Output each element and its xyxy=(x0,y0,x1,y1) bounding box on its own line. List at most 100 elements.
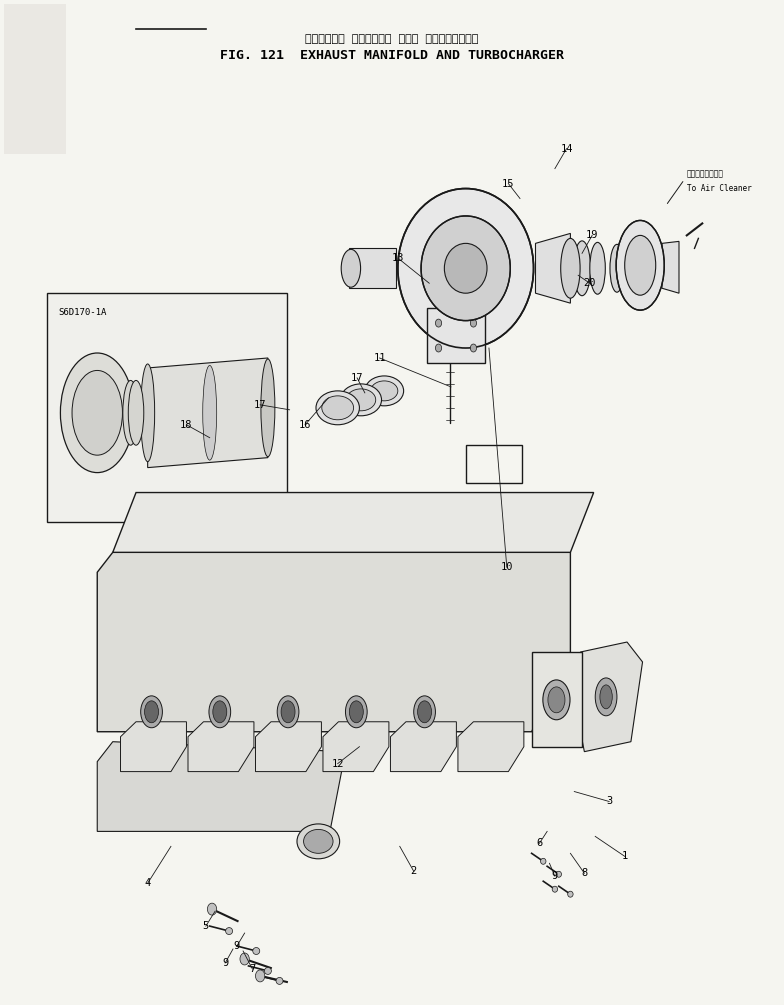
Text: 2: 2 xyxy=(411,866,417,876)
Polygon shape xyxy=(350,248,396,288)
Text: マフラ: マフラ xyxy=(86,398,100,407)
Ellipse shape xyxy=(470,320,477,327)
Circle shape xyxy=(208,903,216,916)
Ellipse shape xyxy=(226,928,233,935)
Polygon shape xyxy=(323,722,389,772)
Ellipse shape xyxy=(340,384,382,416)
Text: 9: 9 xyxy=(234,941,240,951)
Polygon shape xyxy=(113,492,593,553)
Ellipse shape xyxy=(610,244,624,292)
Text: 15: 15 xyxy=(502,179,514,189)
Polygon shape xyxy=(662,241,679,293)
Ellipse shape xyxy=(540,858,546,864)
Ellipse shape xyxy=(140,364,154,461)
Ellipse shape xyxy=(129,381,143,445)
Text: 13: 13 xyxy=(392,253,405,263)
Text: 5: 5 xyxy=(203,922,209,931)
Ellipse shape xyxy=(316,391,359,425)
Text: 16: 16 xyxy=(299,420,311,430)
Ellipse shape xyxy=(435,344,441,352)
Text: 8: 8 xyxy=(581,868,587,878)
Ellipse shape xyxy=(543,680,570,720)
Text: 14: 14 xyxy=(561,144,573,154)
Ellipse shape xyxy=(203,366,216,460)
Ellipse shape xyxy=(212,700,227,723)
Text: Muffler: Muffler xyxy=(77,420,110,429)
Ellipse shape xyxy=(548,686,565,713)
Ellipse shape xyxy=(123,381,138,445)
Text: 10: 10 xyxy=(500,562,513,572)
Circle shape xyxy=(240,953,249,965)
Polygon shape xyxy=(466,444,521,482)
Ellipse shape xyxy=(470,344,477,352)
Ellipse shape xyxy=(371,381,397,401)
Ellipse shape xyxy=(595,678,617,716)
Ellipse shape xyxy=(281,700,295,723)
Ellipse shape xyxy=(278,695,299,728)
Text: 12: 12 xyxy=(332,759,344,769)
Text: FIG. 121  EXHAUST MANIFOLD AND TURBOCHARGER: FIG. 121 EXHAUST MANIFOLD AND TURBOCHARG… xyxy=(220,49,564,62)
Polygon shape xyxy=(147,358,268,467)
Ellipse shape xyxy=(421,216,510,321)
Ellipse shape xyxy=(252,948,260,955)
Text: 19: 19 xyxy=(586,230,598,240)
Ellipse shape xyxy=(297,824,339,859)
Ellipse shape xyxy=(209,695,230,728)
Polygon shape xyxy=(390,722,456,772)
Ellipse shape xyxy=(590,242,605,294)
Ellipse shape xyxy=(303,829,333,853)
Bar xyxy=(4,4,66,154)
Polygon shape xyxy=(97,553,571,732)
Text: 1: 1 xyxy=(622,851,628,861)
Ellipse shape xyxy=(341,249,361,287)
Ellipse shape xyxy=(350,700,363,723)
FancyBboxPatch shape xyxy=(47,293,287,523)
Ellipse shape xyxy=(600,684,612,709)
Ellipse shape xyxy=(264,968,271,975)
Ellipse shape xyxy=(568,891,573,897)
Text: 9: 9 xyxy=(222,958,228,968)
Ellipse shape xyxy=(414,695,435,728)
Polygon shape xyxy=(121,722,187,772)
Ellipse shape xyxy=(556,871,561,877)
Text: 11: 11 xyxy=(373,353,386,363)
Ellipse shape xyxy=(140,695,162,728)
Ellipse shape xyxy=(276,978,283,984)
Ellipse shape xyxy=(365,376,404,406)
Text: To Air Cleaner: To Air Cleaner xyxy=(687,184,752,193)
Polygon shape xyxy=(576,642,643,752)
Ellipse shape xyxy=(321,396,354,420)
Text: 7: 7 xyxy=(249,964,256,974)
Polygon shape xyxy=(97,742,346,831)
Text: 20: 20 xyxy=(583,278,596,288)
Ellipse shape xyxy=(561,238,580,298)
Ellipse shape xyxy=(347,389,376,411)
Ellipse shape xyxy=(144,700,158,723)
Text: FWD: FWD xyxy=(484,458,504,468)
Ellipse shape xyxy=(60,353,134,472)
Text: 4: 4 xyxy=(144,878,151,888)
Ellipse shape xyxy=(397,189,534,348)
Polygon shape xyxy=(532,652,582,747)
Text: 17: 17 xyxy=(351,373,363,383)
Text: S6D170-1A: S6D170-1A xyxy=(59,309,107,318)
Text: エキゾースト  マニホールド  および  ターボチャージャ: エキゾースト マニホールド および ターボチャージャ xyxy=(305,34,479,44)
Ellipse shape xyxy=(445,243,487,293)
Text: 18: 18 xyxy=(180,420,193,430)
Ellipse shape xyxy=(552,886,557,892)
Text: エアークリーナヘ: エアークリーナヘ xyxy=(687,169,724,178)
Circle shape xyxy=(256,970,265,982)
Ellipse shape xyxy=(435,320,441,327)
Ellipse shape xyxy=(261,359,275,456)
Ellipse shape xyxy=(418,700,431,723)
Polygon shape xyxy=(535,233,571,304)
Polygon shape xyxy=(458,722,524,772)
Polygon shape xyxy=(427,309,485,363)
Polygon shape xyxy=(188,722,254,772)
Text: 6: 6 xyxy=(536,838,543,848)
Polygon shape xyxy=(445,283,455,304)
Text: 17: 17 xyxy=(254,400,267,410)
Polygon shape xyxy=(256,722,321,772)
Text: 3: 3 xyxy=(606,797,612,806)
Text: 9: 9 xyxy=(552,871,558,881)
